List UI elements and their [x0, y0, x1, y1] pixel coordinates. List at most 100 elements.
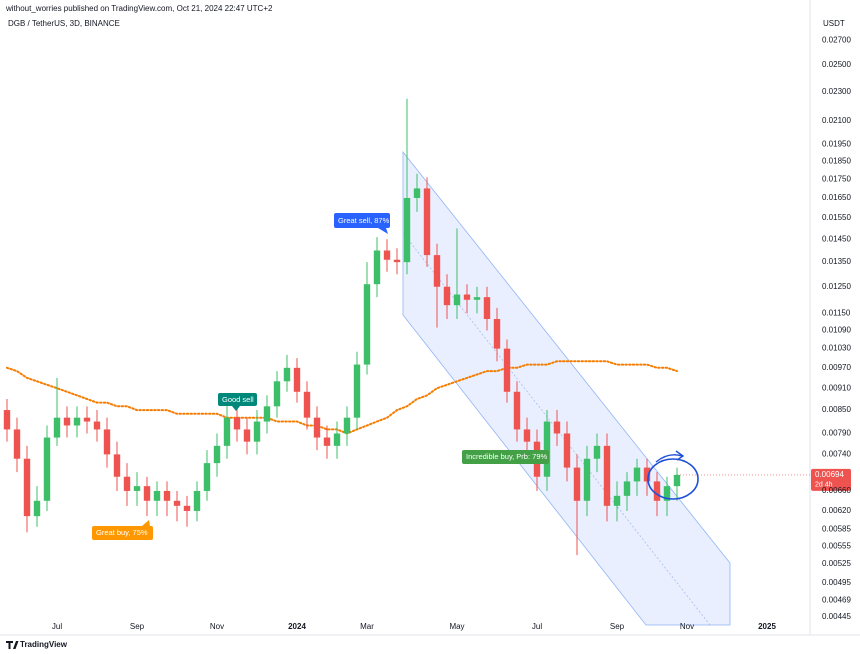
candle-body	[343, 417, 351, 434]
candle-body	[243, 429, 251, 442]
annotation-pointer	[232, 406, 240, 411]
y-tick-label: 0.01350	[822, 257, 851, 266]
annotations: Great sell, 87% Good sell Incredible buy…	[92, 213, 699, 540]
candle-body	[173, 500, 181, 506]
candle-body	[373, 250, 381, 285]
hand-drawn-circle	[647, 458, 699, 500]
candle-body	[403, 197, 411, 263]
publisher-line: without_worries published on TradingView…	[5, 4, 273, 13]
x-tick-label: Nov	[680, 622, 694, 631]
ma-layer	[6, 360, 678, 435]
candle-body	[493, 319, 501, 349]
candle-body	[513, 391, 521, 430]
candle-body	[633, 467, 641, 482]
y-tick-label: 0.02700	[822, 36, 851, 45]
candle-body	[313, 417, 321, 438]
candle-body	[113, 454, 121, 477]
price-tag: 0.00694 2d 4h	[811, 468, 851, 491]
x-tick-label: Jul	[52, 622, 62, 631]
x-tick-label: Sep	[610, 622, 625, 631]
chart-title: DGB / TetherUS, 3D, BINANCE	[8, 19, 120, 28]
candle-body	[53, 417, 61, 438]
candle-body	[363, 284, 371, 365]
y-tick-label: 0.02300	[822, 87, 851, 96]
annotation-box	[218, 393, 257, 406]
x-tick-label: Mar	[360, 622, 374, 631]
y-axis-label: USDT	[823, 19, 845, 28]
candle-body	[83, 417, 91, 422]
x-tick-label: Sep	[130, 622, 145, 631]
y-tick-label: 0.01950	[822, 140, 851, 149]
y-tick-label: 0.01090	[822, 326, 851, 335]
y-tick-label: 0.02500	[822, 60, 851, 69]
annotation-box	[334, 213, 390, 228]
candle-body	[13, 429, 21, 459]
y-tick-label: 0.00469	[822, 595, 851, 604]
candle-body	[93, 421, 101, 430]
candle-body	[423, 188, 431, 256]
candle-body	[483, 297, 491, 320]
candle-body	[23, 458, 31, 517]
candle-body	[193, 490, 201, 511]
x-tick-label: Nov	[210, 622, 224, 631]
y-tick-label: 0.01850	[822, 156, 851, 165]
candle-body	[473, 297, 481, 300]
candle-body	[223, 417, 231, 446]
x-tick-label: Jul	[532, 622, 542, 631]
candle-body	[253, 421, 261, 442]
candle-body	[583, 458, 591, 501]
candle-body	[163, 490, 171, 501]
candle-body	[153, 490, 161, 501]
candle-body	[643, 467, 651, 482]
y-tick-label: 0.01650	[822, 193, 851, 202]
candle-body	[413, 188, 421, 198]
candle-body	[563, 433, 571, 468]
brand-name: TradingView	[20, 640, 68, 649]
candle-body	[63, 417, 71, 426]
x-tick-label: 2024	[288, 622, 306, 631]
y-tick-label: 0.01250	[822, 282, 851, 291]
candle-body	[103, 429, 111, 455]
candles-layer	[3, 98, 681, 556]
annotation-text: Incredible buy, Prb: 79%	[466, 452, 547, 461]
candle-body	[543, 421, 551, 477]
y-tick-label: 0.00790	[822, 429, 851, 438]
y-tick-label: 0.01550	[822, 213, 851, 222]
y-tick-label: 0.02100	[822, 116, 851, 125]
candle-body	[573, 467, 581, 501]
candle-body	[593, 445, 601, 459]
candle-body	[233, 417, 241, 430]
annotation-box	[92, 526, 153, 540]
candle-body	[213, 445, 221, 464]
candle-body	[623, 481, 631, 496]
x-tick-label: May	[449, 622, 464, 631]
y-tick-label: 0.00660	[822, 486, 851, 495]
candle-body	[3, 410, 11, 430]
candle-body	[613, 495, 621, 506]
candle-body	[293, 367, 301, 392]
y-tick-label: 0.01030	[822, 344, 851, 353]
candle-body	[323, 437, 331, 446]
candle-body	[33, 500, 41, 517]
candle-body	[283, 367, 291, 382]
moving-average	[6, 360, 678, 435]
candle-body	[553, 421, 561, 434]
candle-body	[673, 474, 681, 487]
candle-body	[273, 381, 281, 407]
candle-body	[463, 294, 471, 300]
candle-body	[123, 476, 131, 491]
y-tick-label: 0.00525	[822, 559, 851, 568]
candle-body	[133, 486, 141, 491]
y-tick-label: 0.01750	[822, 174, 851, 183]
candle-body	[143, 486, 151, 501]
annotation-text: Great buy, 75%	[96, 528, 148, 537]
candle-body	[383, 250, 391, 260]
candle-body	[183, 505, 191, 511]
y-tick-label: 0.00445	[822, 612, 851, 621]
brand: TradingView	[6, 640, 68, 649]
candle-body	[333, 433, 341, 446]
candle-body	[353, 364, 361, 418]
candle-body	[523, 429, 531, 442]
